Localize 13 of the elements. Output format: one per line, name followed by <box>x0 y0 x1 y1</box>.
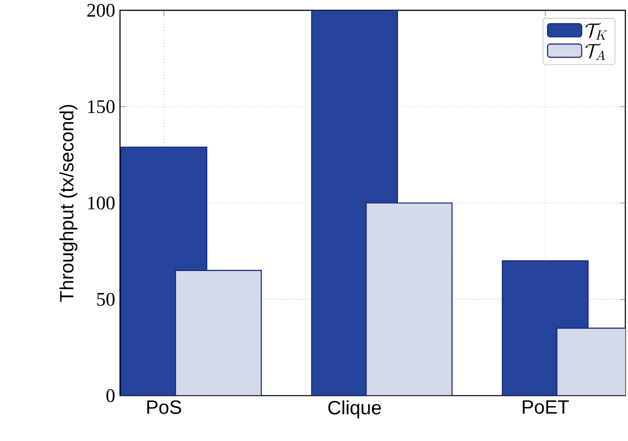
x-tick-label: Clique <box>328 400 381 418</box>
y-tick-label: 50 <box>97 292 115 306</box>
y-tick-label: 150 <box>88 100 115 114</box>
bar <box>366 202 453 396</box>
y-tick-label: 200 <box>87 4 115 17</box>
x-tick-label: PoS <box>147 400 182 414</box>
y-tick-label: 0 <box>106 389 115 402</box>
bar <box>176 270 262 396</box>
legend-label: $\mathcal{T}_A$ <box>586 43 605 60</box>
x-tick-label: PoET <box>522 400 569 414</box>
y-tick-label: 100 <box>88 196 115 210</box>
y-axis-title: Throughput (tx/second) <box>59 104 78 302</box>
legend-label: $\mathcal{T}_K$ <box>586 22 608 40</box>
